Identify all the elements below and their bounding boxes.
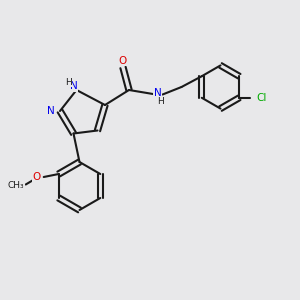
Text: Cl: Cl xyxy=(256,93,267,103)
Text: N: N xyxy=(154,88,161,98)
Text: H: H xyxy=(157,97,164,106)
Text: N: N xyxy=(70,81,78,92)
Text: H: H xyxy=(65,78,71,87)
Text: CH₃: CH₃ xyxy=(8,182,24,190)
Text: O: O xyxy=(32,172,41,182)
Text: O: O xyxy=(119,56,127,66)
Text: N: N xyxy=(47,106,55,116)
